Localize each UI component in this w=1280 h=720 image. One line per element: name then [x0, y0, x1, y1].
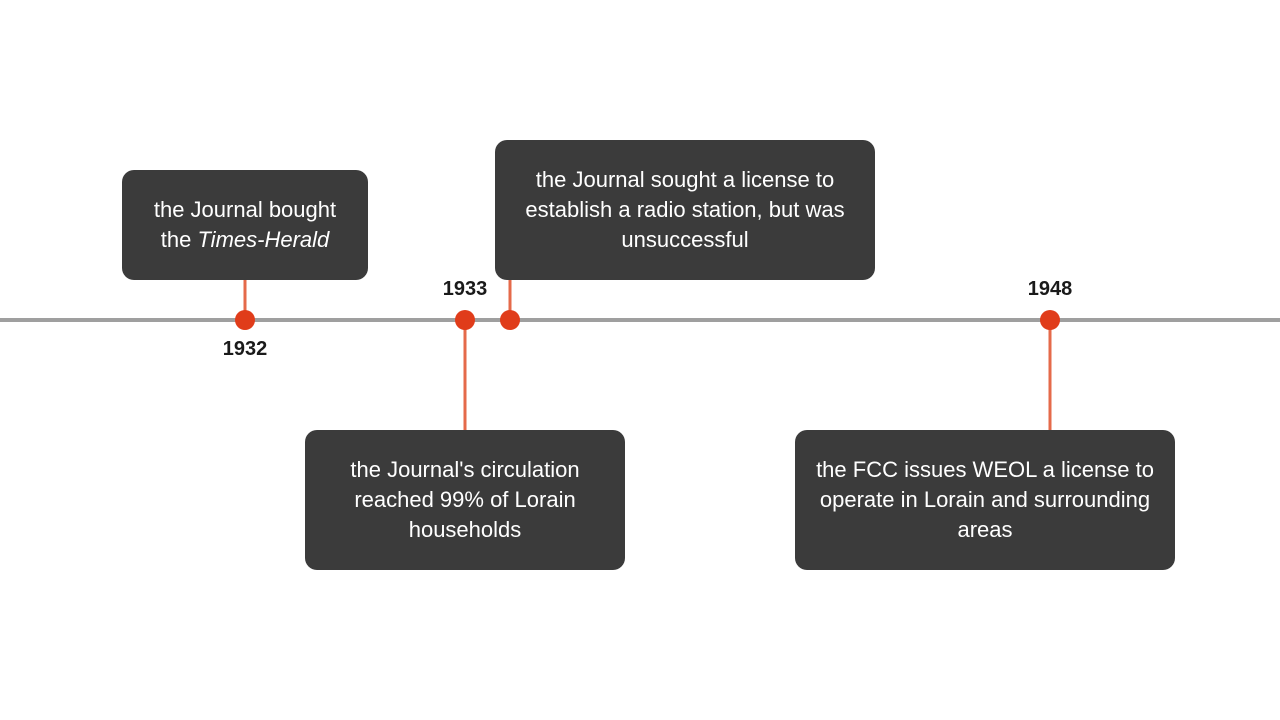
timeline-dot: [500, 310, 520, 330]
timeline-dot: [1040, 310, 1060, 330]
timeline-year-label: 1933: [443, 278, 488, 301]
timeline-year-label: 1932: [223, 338, 268, 361]
timeline-card: the FCC issues WEOL a license to operate…: [795, 430, 1175, 570]
timeline-card: the Journal bought the Times-Herald: [122, 170, 368, 280]
timeline-card-text: the Journal's circulation reached 99% of…: [325, 455, 605, 544]
timeline-year-label: 1948: [1028, 278, 1073, 301]
timeline-dot: [235, 310, 255, 330]
timeline-card-text: the Journal bought the Times-Herald: [142, 195, 348, 254]
timeline-axis: [0, 318, 1280, 322]
timeline-dot: [455, 310, 475, 330]
timeline-connector: [464, 320, 467, 430]
timeline-connector: [1049, 320, 1052, 430]
timeline-card-text: the FCC issues WEOL a license to operate…: [815, 455, 1155, 544]
timeline-card-text: the Journal sought a license to establis…: [515, 165, 855, 254]
timeline-card: the Journal's circulation reached 99% of…: [305, 430, 625, 570]
timeline-diagram: the Journal bought the Times-Herald 1932 t…: [0, 0, 1280, 720]
timeline-card: the Journal sought a license to establis…: [495, 140, 875, 280]
